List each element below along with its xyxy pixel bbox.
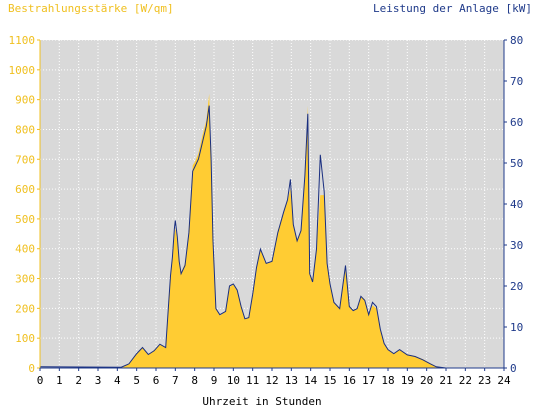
x-tick-label: 22 <box>459 374 472 387</box>
x-tick-label: 0 <box>37 374 44 387</box>
x-tick-label: 2 <box>75 374 82 387</box>
right-tick-label: 50 <box>510 157 523 170</box>
x-tick-label: 10 <box>227 374 240 387</box>
right-tick-label: 60 <box>510 116 523 129</box>
x-tick-label: 19 <box>401 374 414 387</box>
x-tick-label: 6 <box>153 374 160 387</box>
x-tick-label: 23 <box>478 374 491 387</box>
left-tick-label: 900 <box>15 94 35 107</box>
left-tick-label: 200 <box>15 302 35 315</box>
irradiance-area <box>40 93 504 368</box>
left-tick-label: 1000 <box>9 64 36 77</box>
left-tick-label: 400 <box>15 243 35 256</box>
left-tick-label: 100 <box>15 332 35 345</box>
right-axis-ticks: 0 10 20 30 40 50 60 70 80 <box>504 34 523 375</box>
right-tick-label: 20 <box>510 280 523 293</box>
x-tick-label: 20 <box>420 374 433 387</box>
left-tick-label: 1100 <box>9 34 36 47</box>
left-tick-label: 500 <box>15 213 35 226</box>
x-tick-label: 1 <box>56 374 63 387</box>
left-axis-title: Bestrahlungsstärke [W/qm] <box>8 2 174 15</box>
right-tick-label: 0 <box>510 362 517 375</box>
x-tick-label: 16 <box>343 374 356 387</box>
left-axis-ticks: 0 100 200 300 400 500 600 700 800 900 1000 1100 <box>9 34 40 375</box>
left-tick-label: 300 <box>15 273 35 286</box>
right-axis-title: Leistung der Anlage [kW] <box>373 2 532 15</box>
x-tick-label: 7 <box>172 374 179 387</box>
right-tick-label: 70 <box>510 75 523 88</box>
x-axis-title: Uhrzeit in Stunden <box>202 395 321 408</box>
x-tick-label: 18 <box>381 374 394 387</box>
x-tick-label: 11 <box>246 374 259 387</box>
right-tick-label: 10 <box>510 321 523 334</box>
x-tick-label: 12 <box>265 374 278 387</box>
right-tick-label: 40 <box>510 198 523 211</box>
left-tick-label: 800 <box>15 123 35 136</box>
x-tick-label: 14 <box>304 374 318 387</box>
x-tick-label: 24 <box>497 374 511 387</box>
power-line <box>39 105 504 369</box>
x-tick-label: 15 <box>323 374 336 387</box>
right-tick-label: 80 <box>510 34 523 47</box>
x-tick-label: 3 <box>95 374 102 387</box>
left-tick-label: 700 <box>15 153 35 166</box>
x-tick-label: 9 <box>211 374 218 387</box>
x-tick-label: 21 <box>439 374 452 387</box>
x-tick-label: 8 <box>191 374 198 387</box>
x-tick-label: 5 <box>133 374 140 387</box>
x-tick-label: 13 <box>285 374 298 387</box>
left-tick-label: 600 <box>15 183 35 196</box>
left-tick-label: 0 <box>28 362 35 375</box>
x-axis-ticks: 0 1 2 3 4 5 6 7 8 9 10 11 12 13 14 15 16 17 18 19 20 21 22 23 24 <box>37 368 511 387</box>
right-tick-label: 30 <box>510 239 523 252</box>
x-tick-label: 4 <box>114 374 121 387</box>
x-tick-label: 17 <box>362 374 375 387</box>
